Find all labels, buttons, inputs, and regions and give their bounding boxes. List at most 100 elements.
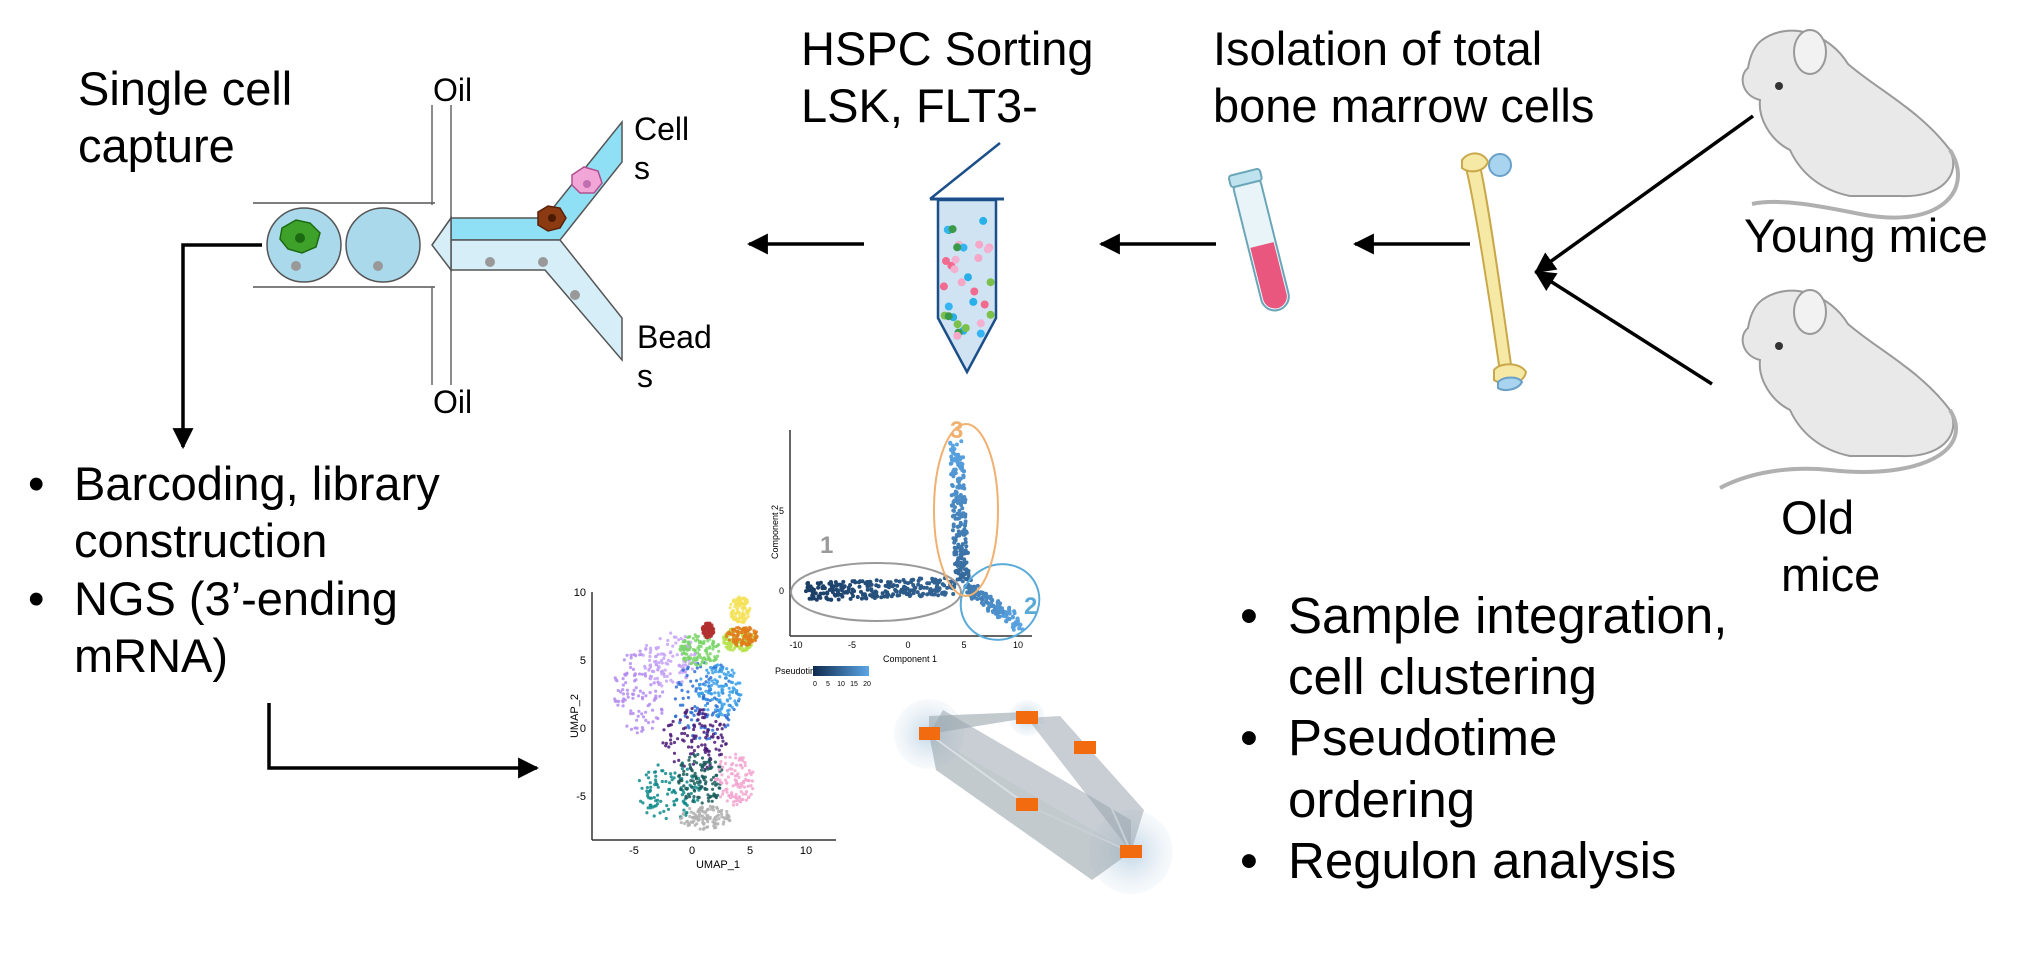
scatter-point xyxy=(708,687,713,691)
scatter-point xyxy=(694,687,698,691)
scatter-point xyxy=(986,278,995,287)
scatter-point xyxy=(958,461,963,466)
scatter-point xyxy=(682,739,686,743)
scatter-point xyxy=(978,596,983,601)
scatter-point xyxy=(660,672,664,676)
scatter-point xyxy=(944,302,953,311)
scatter-point xyxy=(654,774,658,778)
scatter-point xyxy=(718,711,723,715)
scatter-point xyxy=(625,724,629,728)
scatter-point xyxy=(635,726,639,730)
umap-xtick: -5 xyxy=(629,845,639,857)
scatter-point xyxy=(621,688,625,692)
bullets-sequencing: • Barcoding, library construction • NGS … xyxy=(28,455,440,684)
scatter-point xyxy=(621,704,625,708)
scatter-point xyxy=(616,688,620,693)
scatter-point xyxy=(726,647,730,651)
scatter-point xyxy=(699,644,703,649)
scatter-point xyxy=(664,679,669,683)
scatter-point xyxy=(964,273,972,282)
scatter-point xyxy=(744,642,748,646)
scatter-point xyxy=(742,779,746,783)
scatter-point xyxy=(736,601,741,605)
scatter-point xyxy=(728,696,732,700)
scatter-point xyxy=(667,745,671,749)
traj-ytick: 5 xyxy=(779,506,784,516)
scatter-point xyxy=(717,810,721,814)
scatter-point xyxy=(710,697,714,702)
scatter-point xyxy=(652,814,656,818)
scatter-point xyxy=(907,594,912,598)
scatter-point xyxy=(972,595,977,600)
scatter-point xyxy=(743,764,747,768)
scatter-point xyxy=(625,688,630,692)
scatter-point xyxy=(694,679,699,683)
scatter-point xyxy=(748,606,752,611)
branch-label-1: 1 xyxy=(820,532,833,559)
scatter-point xyxy=(744,648,749,652)
scatter-point xyxy=(685,652,689,656)
scatter-point xyxy=(961,575,966,579)
scatter-point xyxy=(629,727,634,732)
scatter-point xyxy=(951,592,956,596)
scatter-point xyxy=(953,331,962,340)
scatter-point xyxy=(694,689,698,693)
scatter-point xyxy=(691,636,696,640)
arrow-young-to-bone xyxy=(1534,114,1755,274)
scatter-point xyxy=(951,457,956,462)
scatter-point xyxy=(713,691,717,695)
scatter-point xyxy=(689,679,693,683)
scatter-point xyxy=(956,529,961,534)
scatter-point xyxy=(805,585,810,590)
scatter-point xyxy=(1004,619,1009,624)
scatter-point xyxy=(909,588,914,593)
scatter-point xyxy=(672,751,677,755)
scatter-point xyxy=(613,697,617,701)
droplet-with-bead xyxy=(345,207,421,283)
scatter-point xyxy=(995,603,1000,608)
scatter-point xyxy=(961,483,966,488)
scatter-point xyxy=(699,677,703,681)
scatter-point xyxy=(996,610,1001,615)
scatter-point xyxy=(821,591,826,596)
scatter-point xyxy=(696,752,700,757)
scatter-point xyxy=(725,817,730,821)
scatter-point xyxy=(949,454,954,459)
scatter-point xyxy=(701,827,706,831)
scatter-point xyxy=(693,782,697,786)
scatter-point xyxy=(953,467,958,472)
scatter-point xyxy=(679,648,683,652)
scatter-point xyxy=(635,731,639,735)
scatter-point xyxy=(919,593,924,598)
scatter-point xyxy=(699,785,703,789)
scatter-point xyxy=(652,795,656,800)
scatter-point xyxy=(739,693,743,697)
scatter-point xyxy=(698,722,702,726)
scatter-point xyxy=(911,591,916,596)
scatter-point xyxy=(942,257,950,265)
scatter-point xyxy=(684,794,688,798)
scatter-point xyxy=(706,728,710,732)
scatter-point xyxy=(692,736,696,741)
scatter-point xyxy=(619,690,623,694)
scatter-point xyxy=(708,815,712,820)
brown-cell-icon xyxy=(537,205,567,232)
scatter-point xyxy=(658,694,662,698)
scatter-point xyxy=(659,658,664,663)
scatter-point xyxy=(686,724,690,728)
scatter-point xyxy=(716,643,721,647)
scatter-point xyxy=(719,744,724,748)
scatter-point xyxy=(715,773,719,778)
scatter-point xyxy=(730,615,734,619)
scatter-point xyxy=(860,579,865,584)
scatter-point xyxy=(660,779,664,784)
scatter-point xyxy=(648,658,652,663)
scatter-point xyxy=(686,792,691,796)
scatter-point xyxy=(1000,610,1005,615)
scatter-point xyxy=(955,563,960,568)
scatter-point xyxy=(689,791,693,796)
scatter-point xyxy=(965,550,970,555)
scatter-point xyxy=(698,655,703,660)
scatter-point xyxy=(672,799,676,803)
scatter-point xyxy=(959,439,964,444)
